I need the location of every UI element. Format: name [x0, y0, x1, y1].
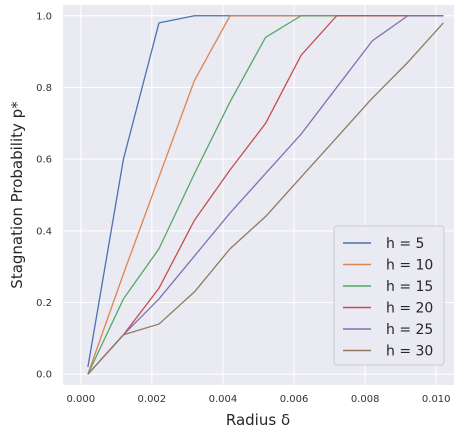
legend-label: h = 15 — [386, 279, 433, 295]
y-tick-label: 0.2 — [36, 298, 52, 309]
x-tick-label: 0.006 — [280, 394, 309, 405]
legend-label: h = 30 — [386, 344, 433, 360]
x-axis-ticks: 0.000 0.002 0.004 0.006 0.008 0.010 — [66, 394, 450, 405]
x-tick-label: 0.000 — [66, 394, 95, 405]
legend-label: h = 5 — [386, 236, 424, 252]
legend-box — [333, 225, 445, 366]
y-tick-label: 0.0 — [36, 370, 52, 381]
y-tick-label: 0.8 — [36, 83, 52, 94]
x-tick-label: 0.010 — [422, 394, 451, 405]
y-axis-label: Stagnation Probability p* — [8, 101, 26, 289]
x-tick-label: 0.002 — [138, 394, 167, 405]
legend: h = 5 h = 10 h = 15 h = 20 h = 25 h = 30 — [333, 225, 445, 366]
series-line-5 — [87, 15, 444, 375]
legend-label: h = 25 — [386, 322, 433, 338]
series-line-4 — [87, 15, 444, 375]
y-axis-ticks: 0.0 0.2 0.4 0.6 0.8 1.0 — [36, 11, 52, 380]
legend-label: h = 10 — [386, 258, 433, 274]
legend-label: h = 20 — [386, 301, 433, 317]
series-line-6 — [87, 22, 444, 375]
y-tick-label: 0.6 — [36, 155, 52, 166]
x-axis-label: Radius δ — [226, 411, 290, 429]
y-tick-label: 0.4 — [36, 226, 52, 237]
series-lines — [87, 15, 444, 375]
x-tick-label: 0.008 — [351, 394, 380, 405]
y-tick-label: 1.0 — [36, 11, 52, 22]
x-tick-label: 0.004 — [209, 394, 238, 405]
